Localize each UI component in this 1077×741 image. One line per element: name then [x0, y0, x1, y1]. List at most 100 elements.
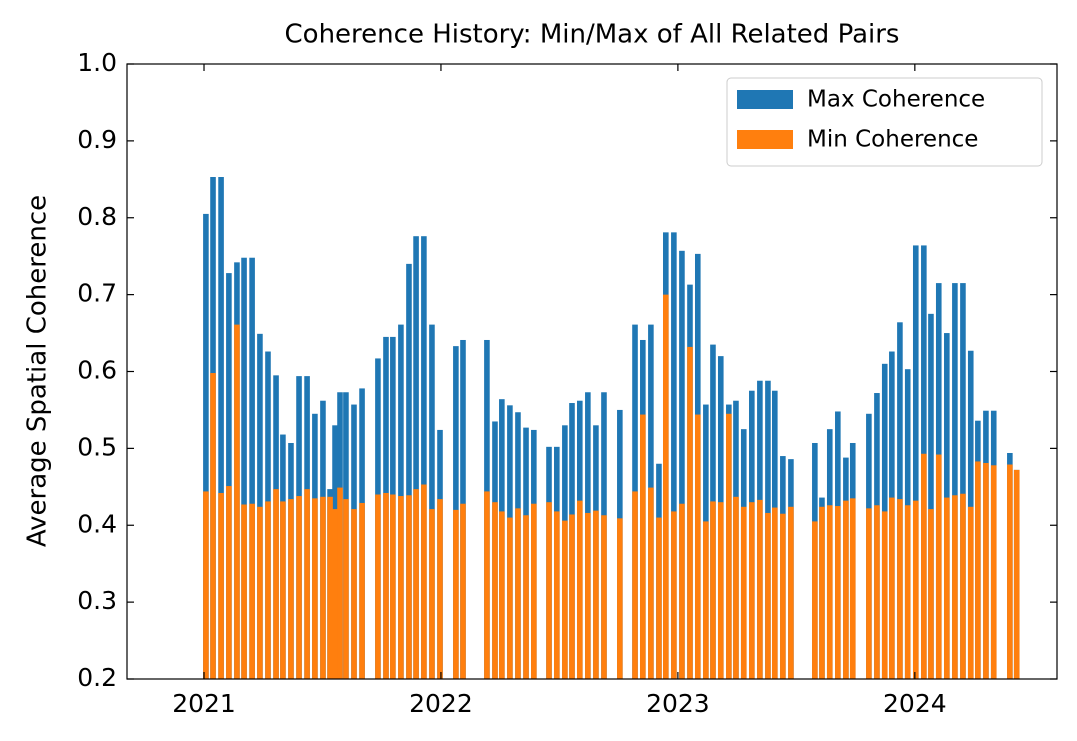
- bar: [398, 496, 404, 679]
- x-tick-label: 2022: [409, 689, 473, 718]
- bar: [765, 512, 771, 679]
- bar: [889, 497, 895, 679]
- bar: [812, 521, 818, 679]
- bar: [826, 505, 833, 679]
- bar: [726, 413, 732, 679]
- bar: [337, 487, 343, 679]
- bar: [671, 511, 677, 679]
- bar: [523, 515, 529, 679]
- bar: [296, 496, 302, 679]
- bar: [576, 500, 583, 679]
- x-tick-label: 2024: [883, 689, 947, 718]
- legend-label: Min Coherence: [807, 127, 978, 153]
- bar: [375, 494, 381, 679]
- bar: [429, 509, 435, 679]
- bar: [453, 509, 459, 679]
- bar: [437, 499, 443, 679]
- chart-title: Coherence History: Min/Max of All Relate…: [285, 20, 900, 50]
- bar: [484, 491, 490, 679]
- bar: [1013, 469, 1020, 679]
- bar: [757, 499, 763, 679]
- legend-swatch: [737, 90, 793, 109]
- bar: [975, 461, 981, 679]
- bar: [569, 514, 575, 679]
- bar: [928, 313, 934, 679]
- bar: [273, 489, 279, 679]
- x-tick-label: 2021: [172, 689, 236, 718]
- bar: [772, 507, 778, 679]
- bar: [203, 491, 209, 679]
- bar: [241, 504, 247, 679]
- bar: [960, 493, 966, 679]
- bar: [406, 263, 412, 679]
- bar: [960, 283, 966, 679]
- bar: [904, 505, 911, 679]
- bar: [226, 486, 232, 679]
- y-tick-label: 1.0: [77, 48, 117, 77]
- y-tick-label: 0.8: [77, 202, 117, 231]
- bar: [203, 213, 209, 679]
- bar: [990, 465, 997, 679]
- bar: [320, 496, 326, 679]
- bar: [849, 498, 856, 679]
- bar: [288, 499, 294, 679]
- x-tick-label: 2023: [646, 689, 710, 718]
- bar: [679, 250, 685, 679]
- bar: [663, 294, 669, 679]
- bar: [460, 503, 466, 679]
- y-tick-label: 0.3: [77, 586, 117, 615]
- bar: [733, 496, 739, 679]
- bar: [874, 505, 880, 679]
- legend-label: Max Coherence: [807, 87, 985, 113]
- y-tick-label: 0.2: [77, 663, 117, 692]
- bar: [492, 502, 498, 679]
- bar: [210, 373, 216, 679]
- bar: [421, 236, 427, 679]
- y-axis-label: Average Spatial Coherence: [23, 195, 53, 547]
- bar: [515, 508, 521, 679]
- bar: [257, 333, 263, 679]
- bar: [562, 520, 568, 679]
- bar: [640, 414, 646, 679]
- bar: [327, 496, 333, 679]
- bar: [897, 499, 903, 679]
- y-tick-label: 0.9: [77, 125, 117, 154]
- bar: [671, 232, 677, 679]
- bar: [740, 506, 747, 679]
- bar: [531, 503, 537, 679]
- bar: [843, 500, 849, 679]
- bar: [881, 511, 888, 679]
- bar: [249, 257, 255, 679]
- bar: [280, 501, 286, 679]
- bar: [632, 491, 638, 679]
- bar: [710, 501, 716, 679]
- bar: [1007, 464, 1013, 679]
- bar: [343, 499, 349, 679]
- bar: [421, 484, 427, 679]
- bar: [507, 517, 513, 679]
- bar: [265, 501, 271, 679]
- bar: [406, 495, 412, 679]
- legend-box: [726, 77, 1043, 167]
- bar: [390, 494, 396, 679]
- bar: [359, 502, 365, 679]
- bar: [648, 487, 654, 679]
- bar: [554, 511, 560, 679]
- bar: [679, 503, 685, 679]
- bar: [218, 492, 224, 679]
- bar: [617, 518, 623, 679]
- bar: [835, 506, 841, 679]
- bar: [499, 511, 505, 679]
- bar: [413, 489, 419, 679]
- bar: [383, 492, 389, 679]
- legend: Max Coherence Min Coherence: [726, 77, 1043, 167]
- bar: [241, 257, 247, 679]
- y-tick-label: 0.5: [77, 432, 117, 461]
- bar: [312, 498, 318, 679]
- y-tick-label: 0.6: [77, 356, 117, 385]
- bar: [866, 508, 872, 679]
- bar: [226, 273, 232, 679]
- bar: [585, 512, 591, 679]
- bar: [694, 414, 701, 679]
- y-tick-label: 0.7: [77, 279, 117, 308]
